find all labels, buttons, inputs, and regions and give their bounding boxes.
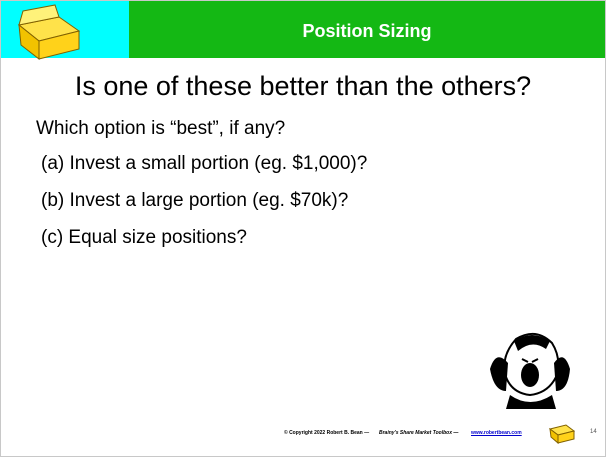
slide: Position Sizing Is one of these better t… [0, 0, 606, 457]
page-number: 14 [590, 429, 597, 435]
option: (b) Invest a large portion (eg. $70k)? [41, 190, 348, 212]
footer-logo [546, 419, 578, 445]
footer-toolbox: Brainy's Share Market Toolbox — [379, 430, 458, 436]
header-title: Position Sizing [129, 21, 605, 42]
option: (a) Invest a small portion (eg. $1,000)? [41, 153, 367, 175]
footer-copyright: © Copyright 2022 Robert B. Bean — [284, 430, 369, 436]
logo-box [9, 3, 89, 61]
option: (c) Equal size positions? [41, 227, 247, 249]
question: Which option is “best”, if any? [36, 118, 285, 140]
scream-illustration [486, 329, 576, 409]
heading: Is one of these better than the others? [1, 71, 605, 102]
footer-url[interactable]: www.robertbean.com [471, 430, 522, 436]
